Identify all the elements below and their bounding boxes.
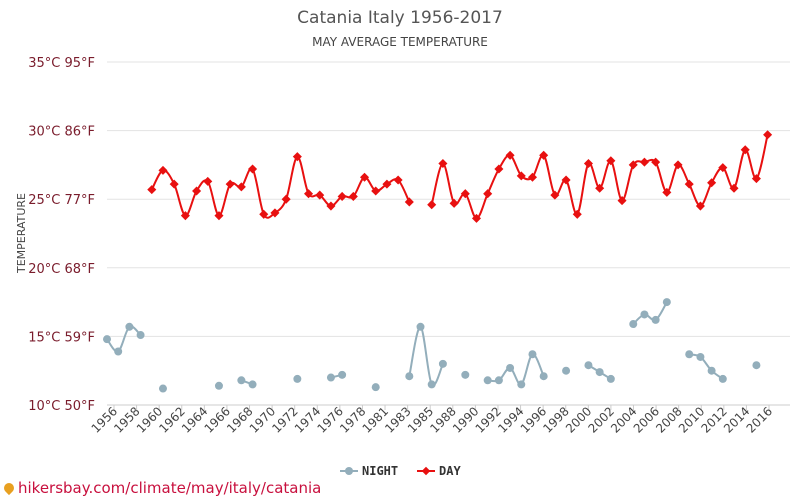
night-series-line — [106, 325, 142, 353]
night-data-point[interactable] — [651, 315, 660, 324]
day-data-point[interactable] — [214, 211, 224, 221]
night-data-point[interactable] — [685, 350, 694, 359]
day-data-point[interactable] — [259, 209, 269, 219]
night-data-point[interactable] — [595, 368, 604, 377]
night-data-point[interactable] — [416, 322, 425, 331]
day-data-point[interactable] — [684, 179, 694, 189]
day-data-point[interactable] — [225, 179, 235, 189]
night-data-point[interactable] — [662, 298, 671, 307]
day-data-point[interactable] — [449, 198, 459, 208]
night-data-point[interactable] — [427, 380, 436, 389]
night-series-line — [408, 325, 444, 387]
night-data-point[interactable] — [326, 373, 335, 382]
night-series-line — [688, 353, 724, 380]
day-data-point[interactable] — [527, 172, 538, 182]
night-data-point[interactable] — [371, 383, 380, 392]
day-data-point[interactable] — [494, 164, 504, 174]
legend-label: NIGHT — [362, 464, 398, 478]
y-tick-label: 30°C 86°F — [28, 125, 95, 140]
night-data-point[interactable] — [103, 335, 111, 344]
night-series — [103, 298, 761, 393]
day-data-point[interactable] — [404, 197, 414, 207]
y-tick-label: 25°C 77°F — [28, 193, 95, 208]
day-data-point[interactable] — [639, 157, 649, 167]
day-series-line — [150, 155, 411, 219]
night-data-point[interactable] — [696, 352, 705, 361]
legend[interactable]: NIGHT DAY — [340, 464, 461, 478]
day-data-point[interactable] — [707, 178, 717, 188]
map-pin-icon — [1, 480, 17, 496]
diamond-marker-icon — [421, 466, 431, 476]
y-tick-label: 20°C 68°F — [28, 262, 95, 277]
night-data-point[interactable] — [125, 322, 134, 331]
day-data-point[interactable] — [315, 190, 325, 200]
night-data-point[interactable] — [752, 361, 761, 370]
day-data-point[interactable] — [337, 191, 347, 201]
day-data-point[interactable] — [281, 194, 291, 204]
day-data-point[interactable] — [471, 213, 482, 223]
night-data-point[interactable] — [562, 366, 571, 375]
gridlines — [107, 61, 790, 337]
day-series-line — [430, 134, 769, 220]
night-data-point[interactable] — [158, 384, 167, 393]
day-data-point[interactable] — [180, 211, 190, 221]
night-data-point[interactable] — [584, 361, 593, 370]
night-data-point[interactable] — [136, 331, 145, 340]
day-series — [147, 130, 773, 223]
circle-marker-icon — [345, 467, 353, 475]
night-data-point[interactable] — [517, 380, 526, 389]
y-axis-ticks: 35°C 95°F 30°C 86°F 25°C 77°F 20°C 68°F 15°C… — [28, 56, 95, 414]
day-data-point[interactable] — [169, 179, 179, 189]
chart-title: Catania Italy 1956-2017 — [297, 8, 503, 28]
night-data-point[interactable] — [483, 376, 492, 385]
day-data-point[interactable] — [561, 175, 571, 185]
day-data-point[interactable] — [483, 189, 493, 199]
y-tick-label: 15°C 59°F — [28, 330, 95, 345]
x-tick-label: 2016 — [744, 404, 775, 435]
day-data-point[interactable] — [427, 200, 437, 210]
day-data-point[interactable] — [393, 175, 403, 185]
day-data-point[interactable] — [695, 201, 705, 211]
night-data-point[interactable] — [539, 372, 548, 381]
day-data-point[interactable] — [147, 185, 157, 195]
night-data-point[interactable] — [494, 376, 503, 385]
legend-item-day[interactable]: DAY — [417, 464, 461, 478]
day-data-point[interactable] — [270, 208, 280, 218]
night-data-point[interactable] — [606, 374, 615, 383]
night-data-point[interactable] — [629, 320, 638, 329]
night-data-point[interactable] — [707, 366, 716, 375]
series-layer — [103, 130, 773, 393]
night-data-point[interactable] — [438, 359, 447, 368]
night-data-point[interactable] — [214, 381, 223, 390]
night-data-point[interactable] — [718, 374, 727, 383]
day-data-point[interactable] — [763, 130, 773, 140]
x-axis-ticks: 1956195819601962196419661968197019721974… — [89, 404, 775, 435]
y-tick-label: 35°C 95°F — [28, 56, 95, 71]
y-tick-label: 10°C 50°F — [28, 399, 95, 414]
y-axis-label: TEMPERATURE — [15, 193, 28, 274]
night-data-point[interactable] — [506, 363, 515, 372]
day-data-point[interactable] — [192, 186, 202, 196]
night-data-point[interactable] — [114, 347, 123, 356]
night-data-point[interactable] — [461, 370, 470, 379]
day-data-point[interactable] — [203, 176, 213, 186]
day-data-point[interactable] — [326, 201, 336, 211]
watermark[interactable]: hikersbay.com/climate/may/italy/catania — [1, 479, 322, 497]
legend-item-night[interactable]: NIGHT — [340, 464, 398, 478]
night-data-point[interactable] — [528, 350, 537, 359]
night-data-point[interactable] — [640, 310, 649, 319]
night-series-line — [632, 301, 668, 325]
day-data-point[interactable] — [572, 209, 582, 219]
chart-subtitle: MAY AVERAGE TEMPERATURE — [312, 35, 488, 49]
watermark-link[interactable]: hikersbay.com/climate/may/italy/catania — [18, 479, 322, 497]
night-data-point[interactable] — [293, 374, 302, 383]
night-data-point[interactable] — [237, 376, 246, 385]
night-data-point[interactable] — [405, 372, 414, 381]
night-data-point[interactable] — [248, 380, 257, 389]
legend-label: DAY — [439, 464, 461, 478]
night-data-point[interactable] — [338, 370, 347, 379]
day-data-point[interactable] — [460, 189, 470, 199]
